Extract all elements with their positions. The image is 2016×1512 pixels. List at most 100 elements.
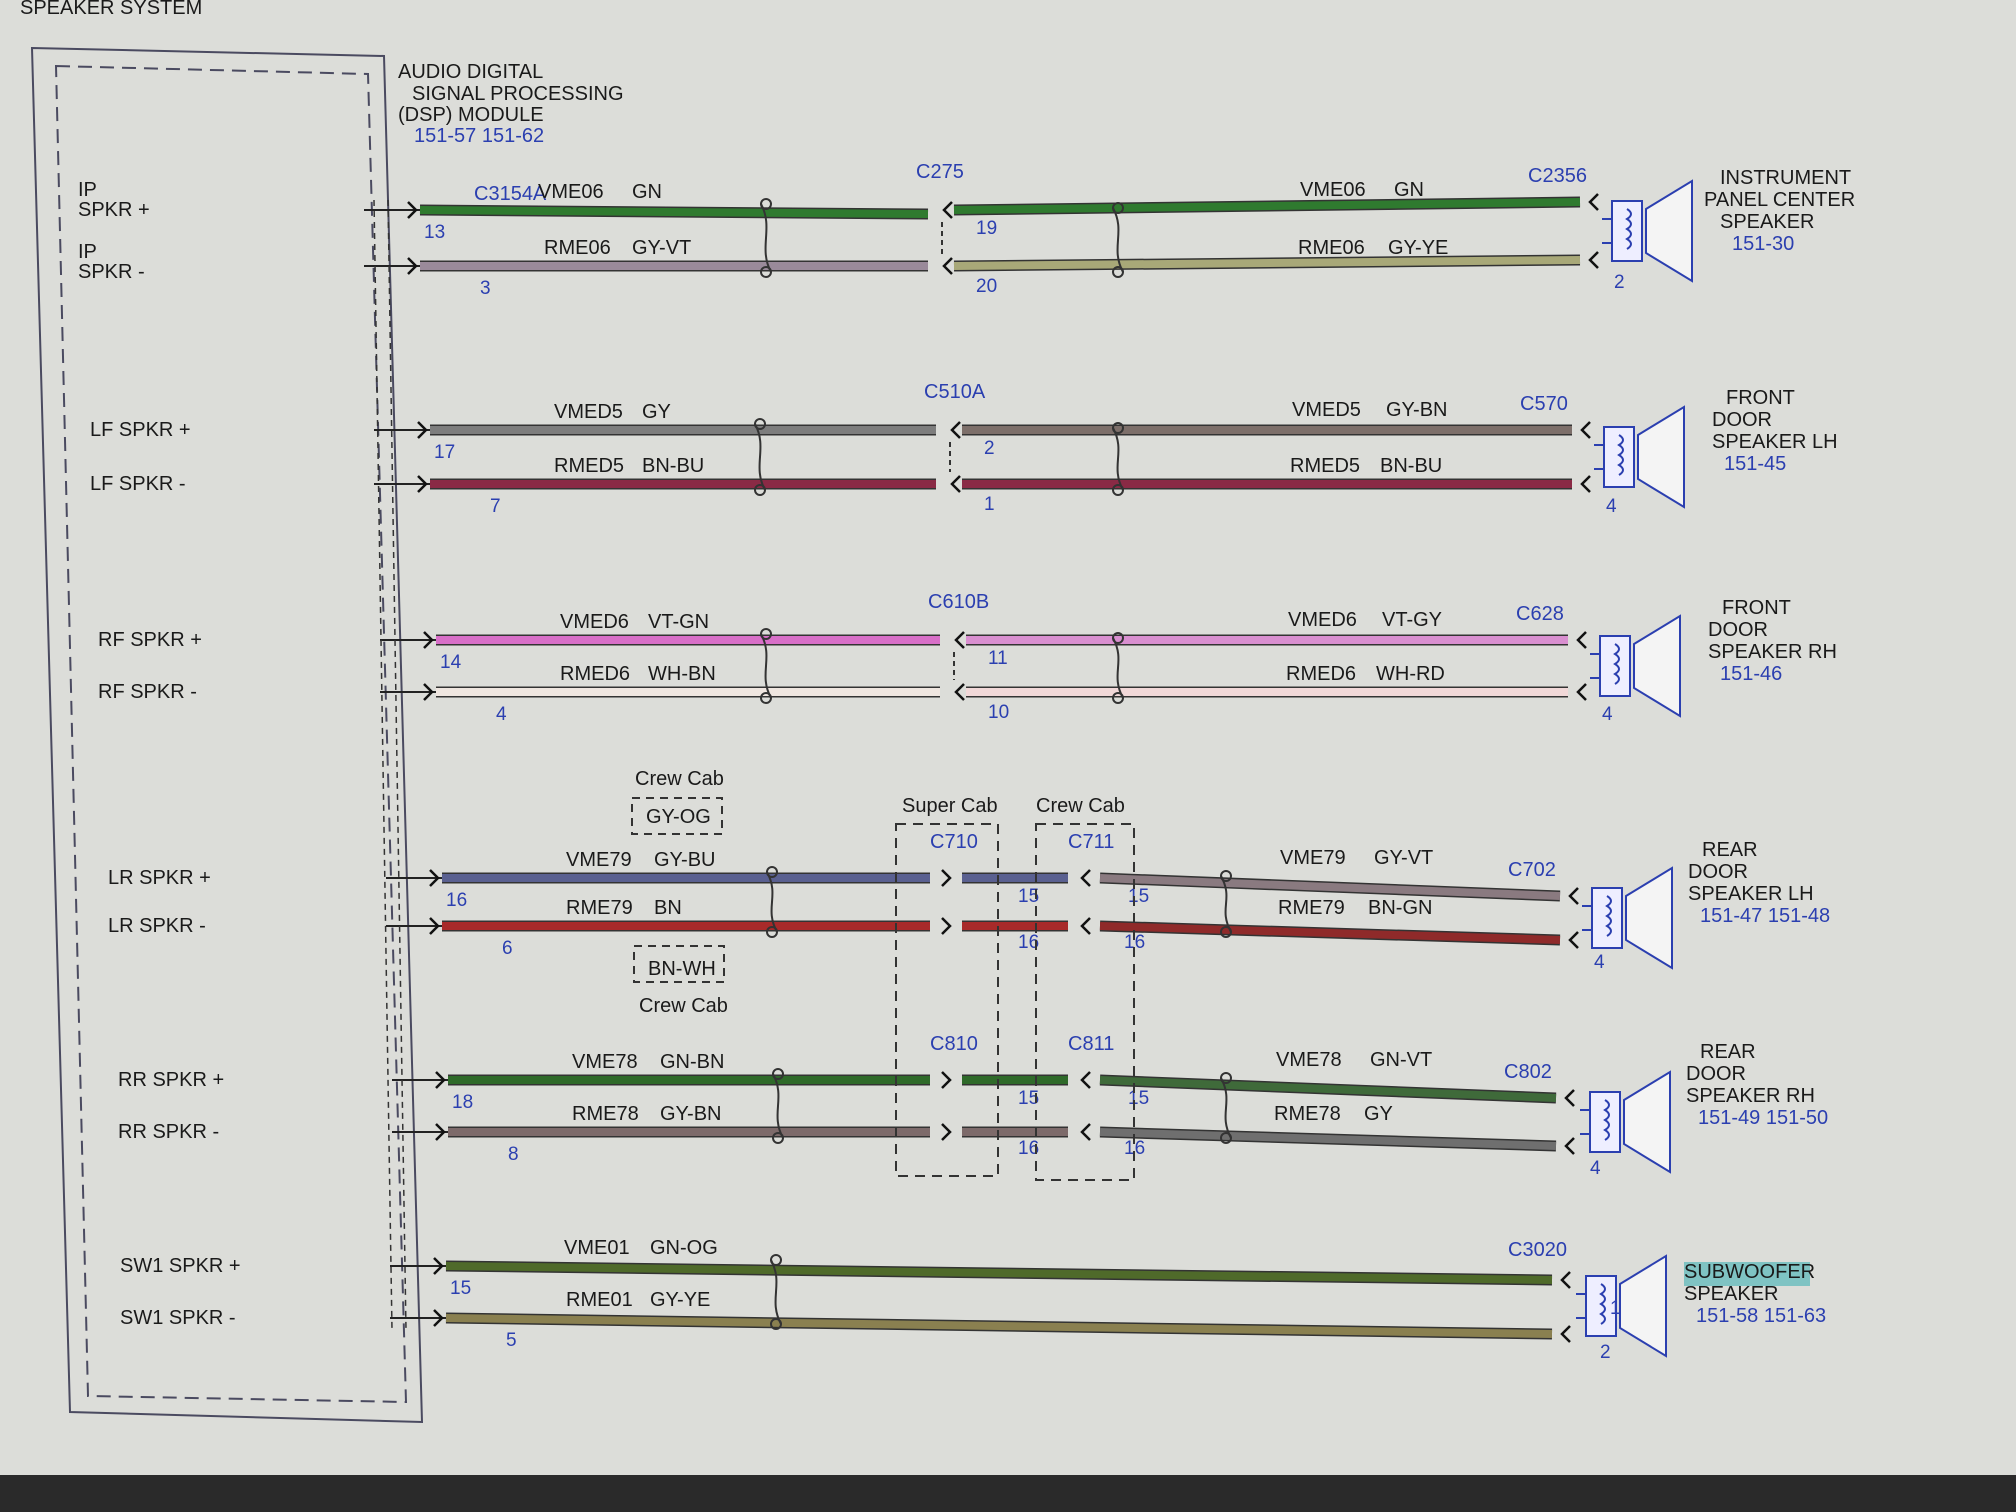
- lr-spk-pin: 4: [1594, 952, 1605, 973]
- lr-right-twist: [1220, 875, 1232, 933]
- sw1-pos-color: GN-OG: [650, 1237, 718, 1259]
- sw1-speaker-cone: [1619, 1254, 1667, 1358]
- ip-pos-label-1: SPKR +: [78, 199, 150, 221]
- lf-spk-pin: 4: [1606, 496, 1617, 517]
- rf-spk-pin: 4: [1602, 704, 1613, 725]
- crew-cab-label-top: Crew Cab: [635, 768, 724, 790]
- ip-left-neg-color: GY-VT: [632, 237, 691, 259]
- lf-neg-pin: 7: [490, 496, 501, 517]
- sw1-twist-bottom-ring: [770, 1318, 782, 1330]
- module-bus-line-2: [387, 199, 407, 1331]
- ip-left-pos-circuit: VME06: [538, 181, 604, 203]
- rr-left-twist-bottom-ring: [772, 1132, 784, 1144]
- lf-left-neg-color: BN-BU: [642, 455, 704, 477]
- lr-right-twist-top-ring: [1220, 870, 1232, 882]
- lf-right-neg-circuit: RMED5: [1290, 455, 1360, 477]
- super-cab-option-box: [895, 823, 999, 1177]
- rr-left-twist: [772, 1073, 784, 1139]
- rr-speaker-name-1: DOOR: [1686, 1063, 1746, 1085]
- ip-right-twist-top-ring: [1112, 202, 1124, 214]
- ip-left-pos-color: GN: [632, 181, 662, 203]
- ip-neg-label-0: IP: [78, 241, 97, 263]
- lf-speaker-cone: [1637, 405, 1685, 509]
- module-outline: [30, 46, 424, 1424]
- diagram-title: SPEAKER SYSTEM: [20, 0, 202, 19]
- ip-right-twist-bottom-ring: [1112, 266, 1124, 278]
- ip-speaker-name-1: PANEL CENTER: [1704, 189, 1855, 211]
- lr-left-pos-circuit: VME79: [566, 849, 632, 871]
- rf-speaker-name-2: SPEAKER RH: [1708, 641, 1837, 663]
- lr-neg-pin-arrow: [429, 917, 440, 935]
- lf-left-twist: [754, 423, 766, 491]
- rf-right-pos-color: VT-GY: [1382, 609, 1442, 631]
- lf-right-twist-bottom-ring: [1112, 484, 1124, 496]
- rf-pos-pin: 14: [440, 652, 462, 673]
- rr-pos-pin: 18: [452, 1092, 473, 1113]
- lr-spk-pos-arrow: [1568, 887, 1579, 905]
- lr-speaker-cone: [1625, 866, 1673, 970]
- ip-pos-pin: 13: [424, 222, 445, 243]
- lr-pos-alt-color: GY-OG: [646, 806, 711, 828]
- rf-neg-label-0: RF SPKR -: [98, 681, 197, 703]
- lf-mid-pos-pin: 2: [984, 438, 995, 459]
- ip-neg-label-1: SPKR -: [78, 261, 145, 283]
- rr-spk-neg-arrow: [1564, 1137, 1575, 1155]
- lf-right-neg-color: BN-BU: [1380, 455, 1442, 477]
- gy-og-option-box: [631, 797, 723, 835]
- lf-mid-connector: C510A: [924, 381, 986, 403]
- lr-mid2-connector: C711: [1068, 831, 1114, 853]
- ip-left-neg-circuit: RME06: [544, 237, 611, 259]
- rr-speaker-coil-box: [1589, 1091, 1621, 1153]
- rf-speaker-cone: [1633, 614, 1681, 718]
- lf-right-twist-top-ring: [1112, 422, 1124, 434]
- ip-right-pos-color: GN: [1394, 179, 1424, 201]
- lr-right-pos-circuit: VME79: [1280, 847, 1346, 869]
- lf-left-pos-circuit: VMED5: [554, 401, 623, 423]
- ip-speaker-coil-box: [1611, 200, 1643, 262]
- ip-neg-pin-arrow: [407, 257, 418, 275]
- sw1-speaker-highlight: [1684, 1262, 1810, 1286]
- lr-left-twist-bottom-ring: [766, 926, 778, 938]
- lf-spk-neg-arrow: [1580, 475, 1591, 493]
- lr-mid-pos-pin: 15: [1018, 886, 1039, 907]
- ip-speaker-coil: [1625, 208, 1632, 250]
- sw1-speaker-coil: [1599, 1283, 1606, 1325]
- module-name-line-3: (DSP) MODULE: [398, 104, 544, 126]
- rf-right-neg-color: WH-RD: [1376, 663, 1445, 685]
- rf-spk-pos-arrow: [1576, 631, 1587, 649]
- rf-spk-neg-arrow: [1576, 683, 1587, 701]
- ip-speaker-refs: 151-30: [1732, 233, 1794, 255]
- sw1-spk-pin-pos: 1: [1610, 1298, 1621, 1319]
- lr-right-twist-bottom-ring: [1220, 926, 1232, 938]
- ip-spk-connector: C2356: [1528, 165, 1587, 187]
- dsp-module: AUDIO DIGITAL SIGNAL PROCESSING (DSP) MO…: [30, 46, 624, 1424]
- wire-layer: [364, 179, 1810, 1358]
- rr-right-pos-wire: [1099, 1076, 1557, 1102]
- rr-pos-label-0: RR SPKR +: [118, 1069, 224, 1091]
- sw1-spk-pin-neg: 2: [1600, 1342, 1611, 1363]
- lf-mid-pos-arrow: [950, 421, 961, 439]
- module-name-line-2: SIGNAL PROCESSING: [412, 83, 624, 105]
- module-name-line-1: AUDIO DIGITAL: [398, 61, 543, 83]
- rr-speaker-name-0: REAR: [1700, 1041, 1756, 1063]
- rf-mid-pos-pin: 11: [988, 648, 1008, 669]
- ip-right-neg-wire: [953, 256, 1581, 270]
- rr-c2-pos-arrow: [1080, 1071, 1091, 1089]
- rf-right-neg-circuit: RMED6: [1286, 663, 1356, 685]
- lf-spk-pos-arrow: [1580, 421, 1591, 439]
- rf-mid-connector: C610B: [928, 591, 989, 613]
- ip-left-twist-bottom-ring: [760, 266, 772, 278]
- ip-spk-neg-arrow: [1588, 251, 1599, 269]
- ip-mid-neg-arrow: [942, 257, 953, 275]
- sw1-neg-label-0: SW1 SPKR -: [120, 1307, 236, 1329]
- rr-c1-neg-arrow: [941, 1123, 952, 1141]
- lf-spk-connector: C570: [1520, 393, 1568, 415]
- rr-right-twist: [1220, 1077, 1232, 1139]
- rf-speaker-refs: 151-46: [1720, 663, 1782, 685]
- lr-mid2-neg-pin: 16: [1124, 932, 1145, 953]
- rf-left-twist-bottom-ring: [760, 692, 772, 704]
- rf-mid-neg-arrow: [954, 683, 965, 701]
- rf-pos-label-0: RF SPKR +: [98, 629, 202, 651]
- rf-left-twist-top-ring: [760, 628, 772, 640]
